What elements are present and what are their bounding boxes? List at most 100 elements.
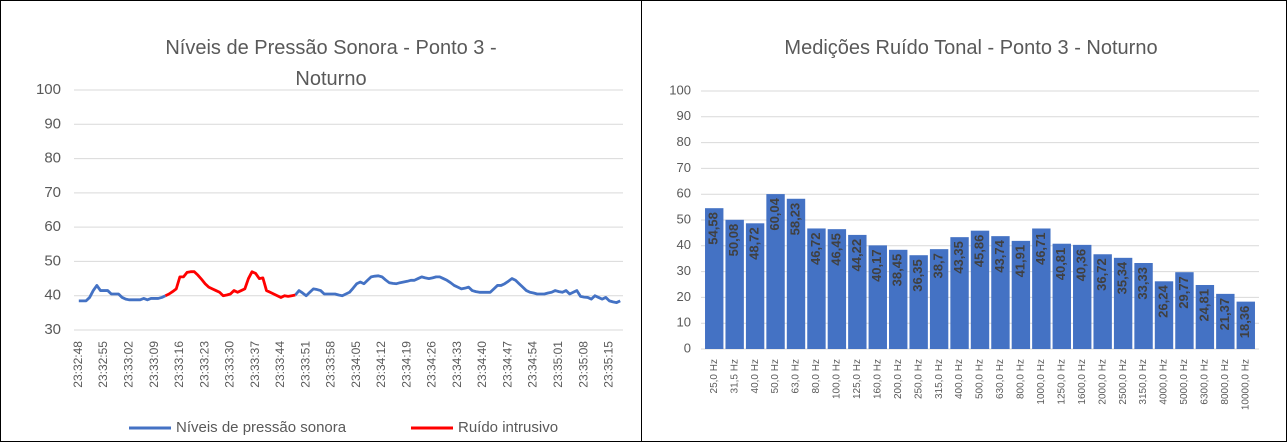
bar xyxy=(827,229,847,349)
x-tick-label: 2000,0 Hz xyxy=(1097,359,1108,405)
x-tick-label: 23:33:58 xyxy=(324,341,338,388)
value-label: 40,17 xyxy=(869,249,884,282)
bar xyxy=(991,236,1010,349)
x-tick-label: 10000,0 Hz xyxy=(1240,359,1251,410)
x-tick-label: 23:33:44 xyxy=(273,341,287,388)
bar xyxy=(705,208,724,349)
y-tick-label: 80 xyxy=(44,150,61,167)
x-tick-label: 23:32:48 xyxy=(71,341,85,388)
value-label: 43,74 xyxy=(992,239,1007,272)
x-tick-label: 800,0 Hz xyxy=(1016,359,1027,399)
x-tick-label: 23:33:16 xyxy=(172,341,186,388)
value-label: 50,08 xyxy=(726,224,741,257)
bar xyxy=(786,198,806,349)
y-tick-label: 40 xyxy=(677,237,691,252)
x-tick-label: 1600,0 Hz xyxy=(1077,359,1088,405)
x-tick-label: 200,0 Hz xyxy=(893,359,904,399)
x-tick-label: 23:33:30 xyxy=(223,341,237,388)
x-tick-label: 23:34:33 xyxy=(450,341,464,388)
value-label: 36,35 xyxy=(910,259,925,292)
y-tick-label: 80 xyxy=(677,134,691,149)
legend-label: Níveis de pressão sonora xyxy=(176,419,347,436)
x-tick-label: 23:35:01 xyxy=(551,341,565,388)
bar xyxy=(1073,244,1092,349)
x-tick-label: 23:33:51 xyxy=(298,341,312,388)
bar xyxy=(1195,284,1215,349)
x-tick-label: 23:33:02 xyxy=(122,341,136,388)
y-tick-label: 10 xyxy=(677,315,691,330)
y-tick-label: 90 xyxy=(44,115,61,132)
bar xyxy=(1011,240,1031,349)
bar xyxy=(1236,301,1255,349)
value-label: 46,71 xyxy=(1033,232,1048,265)
x-tick-label: 23:34:54 xyxy=(526,341,540,388)
y-tick-label: 0 xyxy=(684,340,691,355)
y-tick-label: 70 xyxy=(44,184,61,201)
value-label: 38,45 xyxy=(890,254,905,287)
bar xyxy=(950,237,969,349)
value-label: 36,72 xyxy=(1094,258,1109,291)
x-tick-label: 23:33:09 xyxy=(147,341,161,388)
value-label: 44,22 xyxy=(849,239,864,272)
x-tick-label: 23:33:23 xyxy=(197,341,211,388)
x-tick-label: 1250,0 Hz xyxy=(1056,359,1067,405)
value-label: 43,35 xyxy=(951,241,966,274)
x-tick-label: 4000,0 Hz xyxy=(1159,359,1170,405)
x-tick-label: 315,0 Hz xyxy=(934,359,945,399)
line-series xyxy=(164,270,296,299)
bar xyxy=(868,245,887,349)
value-label: 40,36 xyxy=(1074,249,1089,282)
value-label: 38,7 xyxy=(931,253,946,278)
y-tick-label: 70 xyxy=(677,160,691,175)
y-tick-label: 100 xyxy=(36,81,61,98)
y-tick-label: 60 xyxy=(677,186,691,201)
bar xyxy=(1154,281,1174,349)
x-tick-label: 125,0 Hz xyxy=(852,359,863,399)
x-tick-label: 23:33:37 xyxy=(248,341,262,388)
bar xyxy=(766,194,785,349)
y-tick-label: 100 xyxy=(669,82,691,97)
y-tick-label: 50 xyxy=(44,252,61,269)
value-label: 46,45 xyxy=(828,233,843,266)
bar xyxy=(848,234,867,349)
line-series xyxy=(78,274,621,304)
x-tick-label: 23:34:47 xyxy=(500,341,514,388)
value-label: 60,04 xyxy=(767,197,782,230)
bar xyxy=(1032,228,1051,349)
x-tick-label: 23:35:08 xyxy=(576,341,590,388)
x-tick-label: 500,0 Hz xyxy=(975,359,986,399)
y-tick-label: 30 xyxy=(677,263,691,278)
bar xyxy=(1052,243,1071,349)
bar xyxy=(807,228,826,349)
x-tick-label: 160,0 Hz xyxy=(872,359,883,399)
x-tick-label: 23:34:19 xyxy=(399,341,413,388)
bar xyxy=(745,223,765,349)
x-tick-label: 23:32:55 xyxy=(96,341,110,388)
bar xyxy=(1093,254,1112,349)
bar xyxy=(970,230,990,349)
value-label: 48,72 xyxy=(747,227,762,260)
value-label: 46,72 xyxy=(808,232,823,265)
value-label: 33,33 xyxy=(1135,267,1150,300)
x-tick-label: 5000,0 Hz xyxy=(1179,359,1190,405)
x-tick-label: 25,0 Hz xyxy=(709,359,720,393)
bar xyxy=(909,255,928,349)
divider xyxy=(641,1,642,441)
y-tick-label: 90 xyxy=(677,108,691,123)
bar xyxy=(1134,263,1153,349)
bar xyxy=(1216,293,1235,349)
x-tick-label: 6300,0 Hz xyxy=(1200,359,1211,405)
x-tick-label: 23:35:15 xyxy=(602,341,616,388)
x-tick-label: 23:34:05 xyxy=(349,341,363,388)
x-tick-label: 23:34:12 xyxy=(374,341,388,388)
x-tick-label: 40,0 Hz xyxy=(750,359,761,393)
bar xyxy=(1175,272,1194,349)
x-tick-label: 3150,0 Hz xyxy=(1138,359,1149,405)
x-tick-label: 80,0 Hz xyxy=(811,359,822,393)
y-tick-label: 60 xyxy=(44,218,61,235)
value-label: 18,36 xyxy=(1237,306,1252,339)
x-tick-label: 8000,0 Hz xyxy=(1220,359,1231,405)
x-tick-label: 630,0 Hz xyxy=(995,359,1006,399)
value-label: 41,91 xyxy=(1012,245,1027,278)
